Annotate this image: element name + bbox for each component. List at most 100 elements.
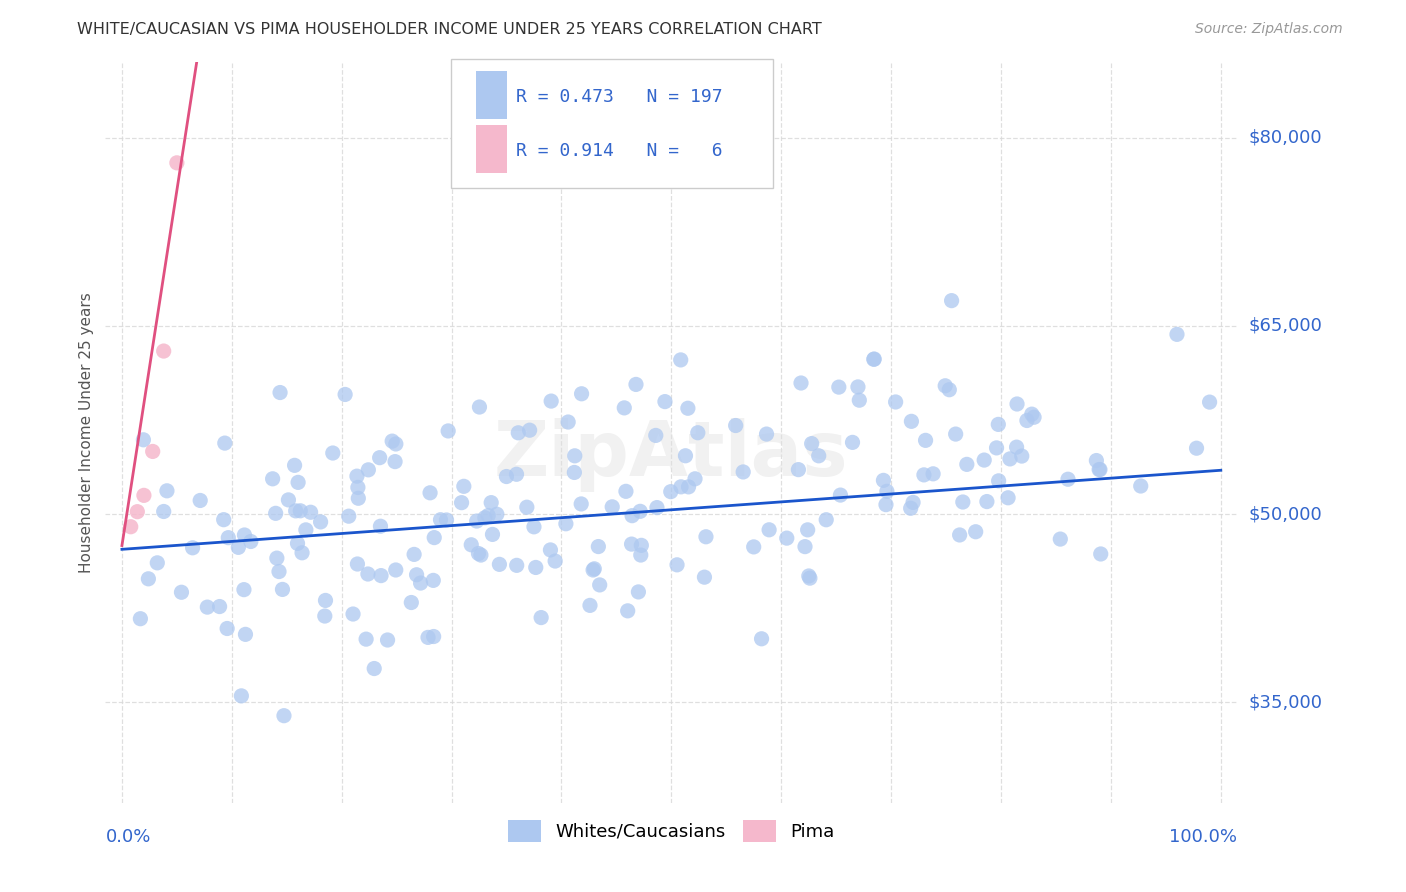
Point	[1022, 410, 1045, 425]
Point	[695, 530, 717, 544]
Point	[363, 661, 385, 675]
Text: 0.0%: 0.0%	[105, 828, 150, 846]
Text: WHITE/CAUCASIAN VS PIMA HOUSEHOLDER INCOME UNDER 25 YEARS CORRELATION CHART: WHITE/CAUCASIAN VS PIMA HOUSEHOLDER INCO…	[77, 22, 823, 37]
Point	[419, 485, 441, 500]
Point	[495, 469, 517, 483]
Point	[295, 523, 318, 537]
Legend: Whites/Caucasians, Pima: Whites/Caucasians, Pima	[508, 820, 835, 842]
Point	[266, 551, 288, 566]
Point	[152, 504, 174, 518]
Point	[474, 510, 496, 524]
Point	[1198, 395, 1220, 409]
Point	[941, 293, 963, 308]
Point	[1011, 449, 1033, 463]
Point	[654, 394, 676, 409]
Point	[357, 567, 380, 582]
Text: $35,000: $35,000	[1249, 693, 1323, 712]
Point	[146, 556, 169, 570]
Point	[384, 454, 406, 468]
Text: Source: ZipAtlas.com: Source: ZipAtlas.com	[1195, 22, 1343, 37]
Point	[790, 376, 813, 390]
Point	[998, 451, 1021, 466]
Point	[1057, 472, 1080, 486]
Point	[142, 444, 165, 458]
Point	[628, 504, 651, 518]
Point	[799, 571, 821, 585]
Point	[846, 380, 869, 394]
Point	[540, 394, 562, 409]
Point	[422, 630, 444, 644]
Point	[1005, 440, 1028, 454]
Point	[564, 449, 586, 463]
Point	[384, 563, 406, 577]
Point	[1088, 462, 1111, 476]
Point	[815, 513, 838, 527]
Point	[277, 492, 299, 507]
Point	[1185, 441, 1208, 455]
Point	[796, 523, 818, 537]
Point	[132, 433, 155, 447]
Point	[949, 528, 972, 542]
Point	[233, 528, 256, 542]
Point	[807, 449, 830, 463]
Point	[181, 541, 204, 555]
Point	[569, 497, 592, 511]
Point	[368, 450, 391, 465]
Point	[787, 462, 810, 476]
Point	[755, 427, 778, 442]
Point	[450, 496, 472, 510]
Point	[264, 506, 287, 520]
Point	[337, 509, 360, 524]
Point	[645, 500, 668, 515]
Point	[582, 563, 605, 577]
Point	[952, 495, 974, 509]
Point	[505, 558, 527, 573]
Point	[1021, 407, 1043, 421]
Point	[127, 505, 149, 519]
Point	[217, 531, 239, 545]
Point	[1166, 327, 1188, 342]
Point	[284, 504, 307, 518]
Point	[901, 495, 924, 509]
Point	[987, 474, 1010, 488]
Point	[912, 467, 935, 482]
Point	[481, 527, 503, 541]
Point	[800, 436, 823, 450]
Point	[370, 568, 392, 582]
Point	[1005, 397, 1028, 411]
Point	[516, 500, 538, 515]
Point	[875, 498, 897, 512]
Point	[675, 449, 697, 463]
Point	[938, 383, 960, 397]
Point	[863, 352, 886, 367]
Point	[900, 501, 922, 516]
Point	[132, 488, 155, 502]
Point	[291, 546, 314, 560]
Point	[683, 472, 706, 486]
Point	[409, 576, 432, 591]
Point	[976, 494, 998, 508]
Text: 100.0%: 100.0%	[1170, 828, 1237, 846]
Point	[267, 565, 290, 579]
Point	[120, 520, 142, 534]
Point	[505, 467, 527, 482]
Point	[346, 557, 368, 571]
Point	[315, 593, 337, 607]
Point	[1088, 462, 1111, 476]
Point	[524, 560, 547, 574]
Point	[620, 537, 643, 551]
Point	[751, 632, 773, 646]
Point	[530, 610, 553, 624]
Point	[876, 484, 898, 499]
Point	[669, 480, 692, 494]
Point	[342, 607, 364, 621]
Point	[262, 472, 284, 486]
Point	[616, 604, 638, 618]
Point	[669, 352, 692, 367]
Point	[965, 524, 987, 539]
Point	[914, 434, 936, 448]
Point	[309, 515, 332, 529]
Point	[347, 480, 370, 494]
Point	[1090, 547, 1112, 561]
Point	[477, 508, 499, 523]
